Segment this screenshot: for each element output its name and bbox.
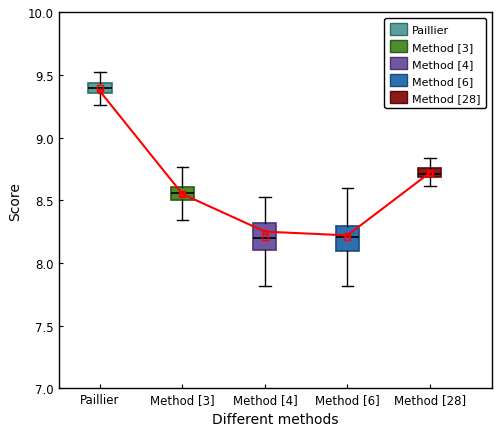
PathPatch shape	[336, 226, 359, 251]
Y-axis label: Score: Score	[8, 181, 22, 220]
PathPatch shape	[171, 187, 194, 201]
PathPatch shape	[254, 224, 276, 250]
PathPatch shape	[418, 169, 442, 177]
X-axis label: Different methods: Different methods	[212, 412, 338, 426]
PathPatch shape	[88, 84, 112, 94]
Legend: Paillier, Method [3], Method [4], Method [6], Method [28]: Paillier, Method [3], Method [4], Method…	[384, 19, 486, 109]
